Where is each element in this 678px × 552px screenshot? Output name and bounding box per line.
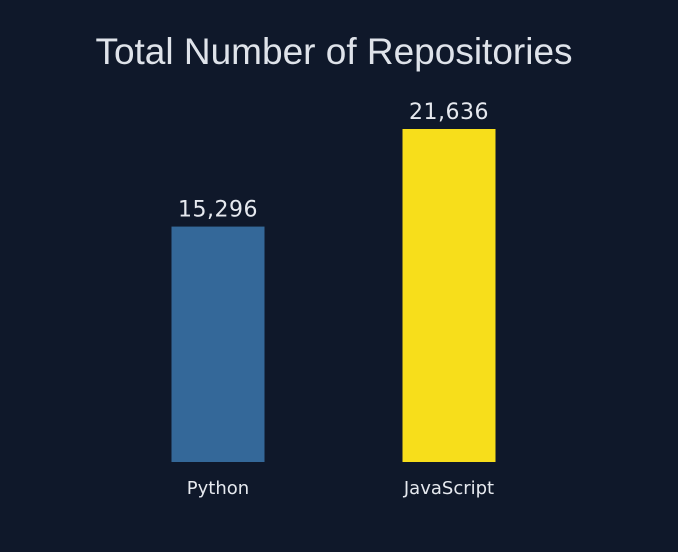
value-label-python: 15,296 [178,198,258,223]
chart-title: Total Number of Repositories [95,31,572,72]
value-label-javascript: 21,636 [409,100,489,125]
bar-javascript [402,129,496,462]
category-label-javascript: JavaScript [403,478,494,499]
bars-group: 15,296 Python 21,636 JavaScript [171,100,496,499]
bar-python [171,226,265,462]
category-label-python: Python [187,478,249,499]
